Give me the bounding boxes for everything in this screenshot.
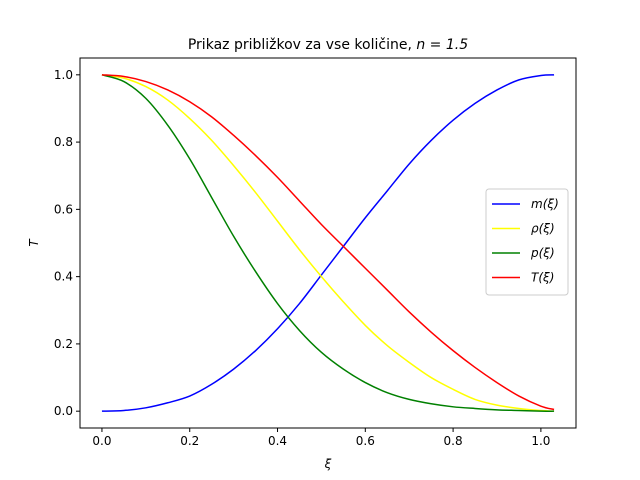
chart-title-math: n = 1.5 [416, 37, 468, 53]
legend: m(ξ) ρ(ξ) p(ξ) T(ξ) [485, 188, 569, 296]
x-tick-label: 0.4 [268, 434, 287, 448]
y-tick-label: 0.0 [54, 404, 73, 418]
y-tick-label: 0.6 [54, 202, 73, 216]
chart-title-main: Prikaz približkov za vse količine, [188, 37, 412, 53]
legend-label-t: T(ξ) [531, 271, 554, 285]
axes-frame [79, 57, 577, 429]
chart-title: Prikaz približkov za vse količine, n = 1… [188, 37, 468, 53]
series-line- [101, 74, 555, 412]
x-tick-label: 0.0 [92, 434, 111, 448]
y-tick-label: 0.2 [54, 337, 73, 351]
series-line-t [101, 74, 555, 411]
y-tick-label: 1.0 [54, 68, 73, 82]
x-tick-label: 0.6 [356, 434, 375, 448]
x-tick-label: 0.8 [444, 434, 463, 448]
plot-area [101, 74, 555, 412]
series-line-p [101, 74, 555, 412]
y-axis-label: T [27, 238, 41, 247]
series-line-m [101, 74, 555, 412]
x-tick-label: 1.0 [531, 434, 550, 448]
legend-label-: ρ(ξ) [531, 222, 555, 236]
y-tick-label: 0.8 [54, 135, 73, 149]
x-axis-label: ξ [324, 457, 332, 471]
x-tick-label: 0.2 [180, 434, 199, 448]
legend-box [485, 188, 569, 296]
axis-ticks: 0.0 0.2 0.4 0.6 0.8 1.0 0.0 0.2 0.4 0.6 0.8 1.0 [54, 68, 551, 448]
legend-label-p: p(ξ) [530, 246, 555, 260]
legend-label-m: m(ξ) [531, 197, 559, 211]
y-tick-label: 0.4 [54, 270, 73, 284]
